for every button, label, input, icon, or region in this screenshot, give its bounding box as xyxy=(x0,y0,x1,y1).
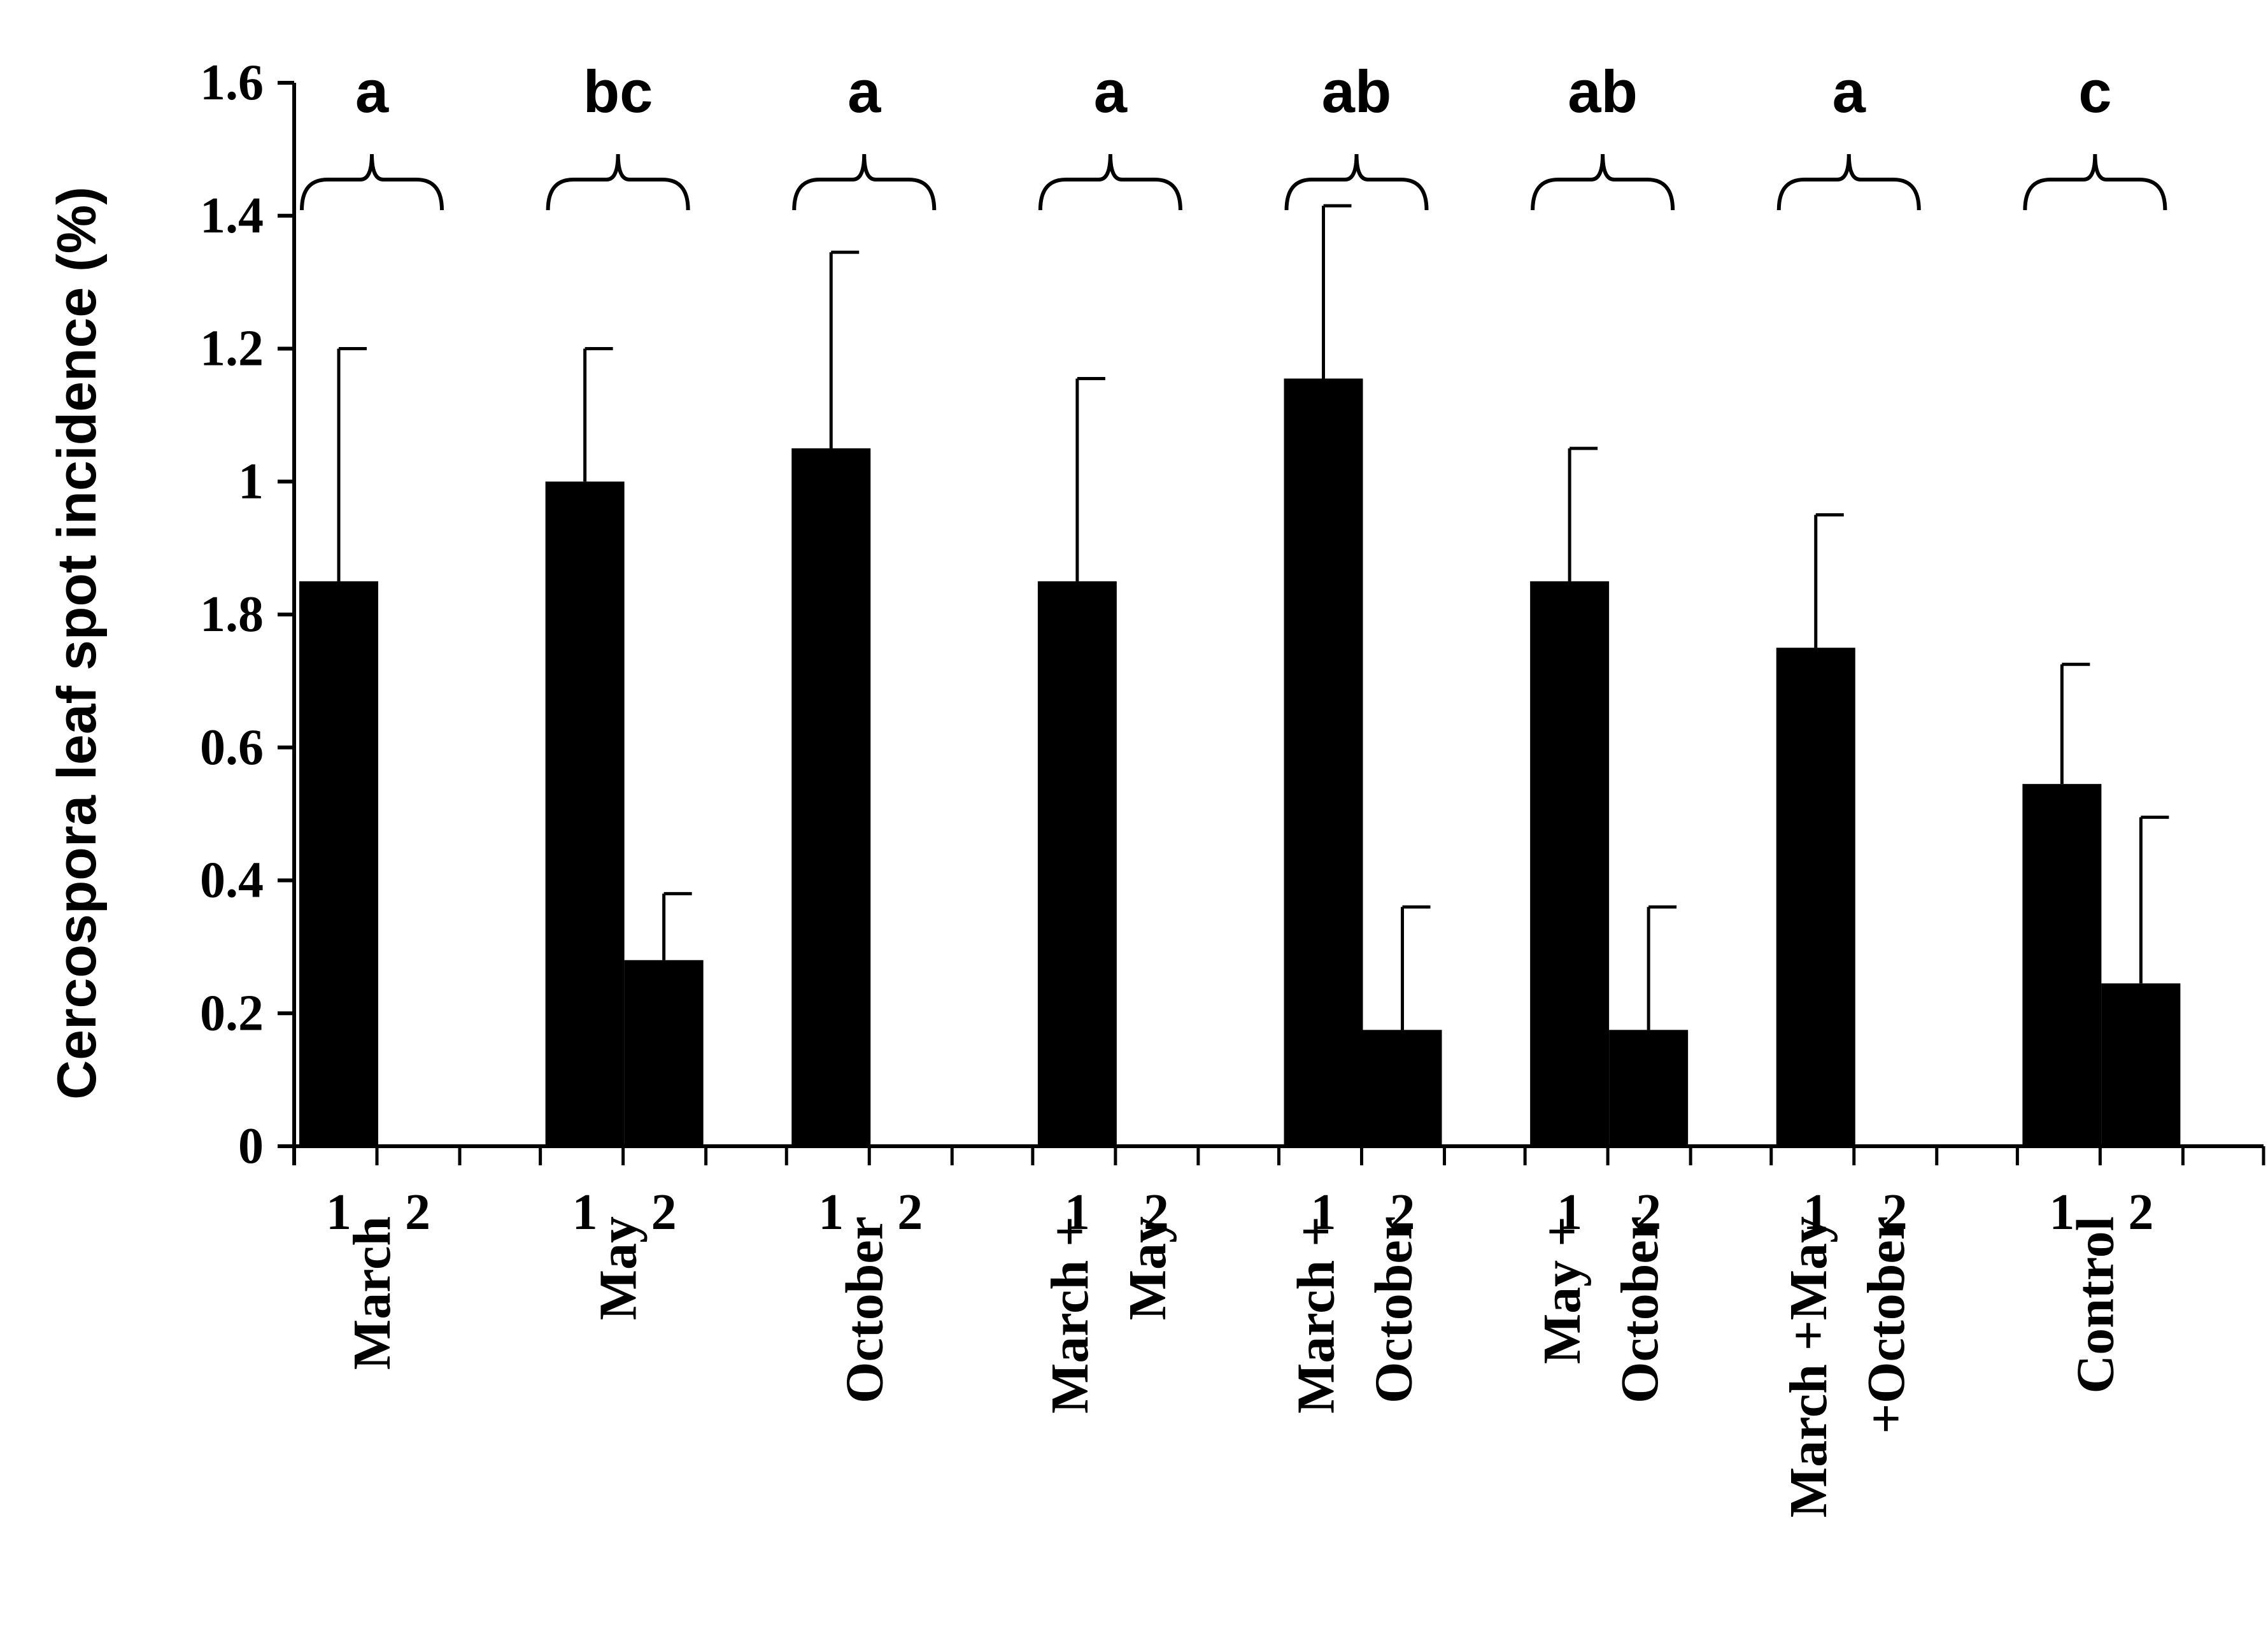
bar xyxy=(1776,648,1855,1146)
category-label: March + xyxy=(1287,1216,1346,1414)
y-tick-label: 1.8 xyxy=(200,586,264,643)
category-label: March +May xyxy=(1779,1216,1838,1517)
y-tick-label: 1.4 xyxy=(200,188,264,244)
category-label: Control xyxy=(2066,1216,2125,1393)
bar xyxy=(545,481,625,1146)
y-tick-label: 1 xyxy=(238,453,264,509)
series-label: 2 xyxy=(1636,1184,1661,1240)
bar xyxy=(1609,1030,1689,1146)
significance-letter: a xyxy=(1832,58,1866,125)
category-label: May xyxy=(1118,1216,1177,1320)
series-label: 1 xyxy=(1803,1184,1829,1240)
significance-letter: a xyxy=(355,58,389,125)
series-label: 2 xyxy=(1390,1184,1415,1240)
series-label: 2 xyxy=(405,1184,430,1240)
significance-bracket xyxy=(1531,153,1675,211)
category-label: March + xyxy=(1040,1216,1100,1414)
series-label: 2 xyxy=(2128,1184,2153,1240)
bar xyxy=(624,960,704,1146)
category-label: March xyxy=(343,1216,402,1370)
significance-bracket xyxy=(2023,153,2167,211)
bar xyxy=(1284,378,1363,1146)
significance-bracket xyxy=(546,153,690,211)
significance-letter: a xyxy=(847,58,881,125)
category-label: October xyxy=(1610,1216,1669,1403)
significance-letter: ab xyxy=(1568,58,1638,125)
series-label: 2 xyxy=(897,1184,923,1240)
series-label: 1 xyxy=(1065,1184,1090,1240)
y-tick-label: 0 xyxy=(238,1118,264,1174)
y-tick-label: 0.6 xyxy=(200,720,264,776)
bar xyxy=(299,581,378,1146)
series-label: 1 xyxy=(1557,1184,1582,1240)
y-tick-label: 0.2 xyxy=(200,985,264,1041)
significance-letter: a xyxy=(1094,58,1128,125)
category-label: October xyxy=(1364,1216,1424,1403)
significance-letter: ab xyxy=(1322,58,1392,125)
series-label: 1 xyxy=(572,1184,598,1240)
series-label: 2 xyxy=(1144,1184,1169,1240)
series-label: 2 xyxy=(651,1184,677,1240)
significance-bracket xyxy=(1038,153,1182,211)
series-label: 1 xyxy=(1311,1184,1336,1240)
category-label: May + xyxy=(1533,1216,1592,1364)
y-axis-title: Cercospora leaf spot incidence (%) xyxy=(46,187,108,1100)
series-label: 1 xyxy=(818,1184,844,1240)
series-label: 2 xyxy=(1882,1184,1908,1240)
bar xyxy=(1530,581,1610,1146)
significance-bracket xyxy=(1284,153,1429,211)
series-label: 1 xyxy=(326,1184,351,1240)
significance-bracket xyxy=(792,153,937,211)
category-label: May xyxy=(589,1216,648,1320)
category-label: +October xyxy=(1857,1216,1916,1434)
bar xyxy=(1037,581,1117,1146)
series-label: 1 xyxy=(2049,1184,2074,1240)
significance-bracket xyxy=(300,153,444,211)
bar xyxy=(2101,983,2181,1146)
bar xyxy=(791,448,871,1146)
significance-bracket xyxy=(1776,153,1921,211)
bar xyxy=(1363,1030,1442,1146)
category-label: October xyxy=(835,1216,894,1403)
bar xyxy=(2022,784,2102,1146)
significance-letter: c xyxy=(2078,58,2111,125)
significance-letter: bc xyxy=(583,58,653,125)
y-tick-label: 0.4 xyxy=(200,853,264,909)
y-tick-label: 1.6 xyxy=(200,55,264,111)
y-tick-label: 1.2 xyxy=(200,321,264,377)
